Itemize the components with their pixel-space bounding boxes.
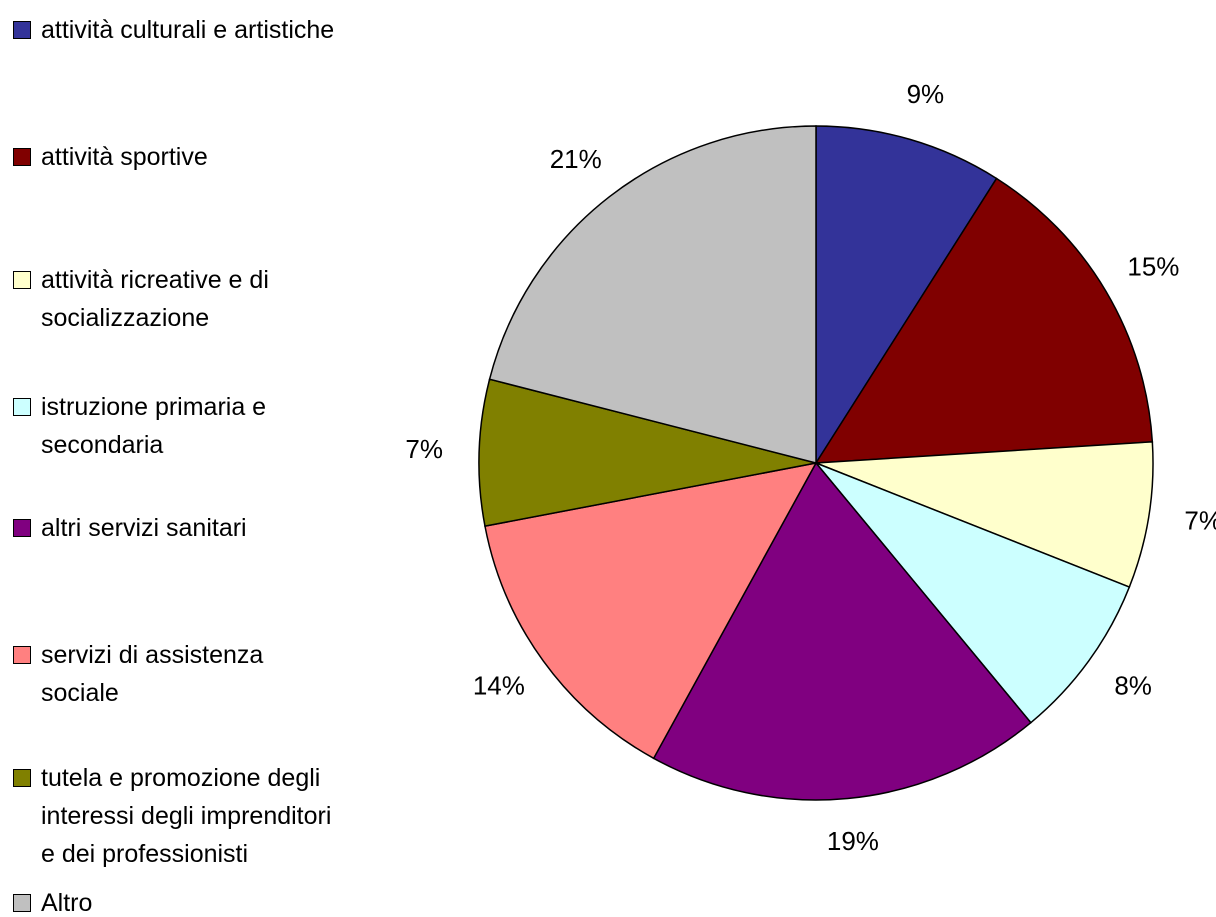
- data-label: 7%: [405, 434, 443, 464]
- legend-item: attività ricreative e di socializzazione: [13, 261, 341, 337]
- pie-slice: [815, 462, 1131, 724]
- legend-label: attività culturali e artistiche: [41, 16, 335, 44]
- pie-slice: [484, 461, 818, 760]
- legend-label: tutela e promozione degli interessi degl…: [41, 764, 332, 868]
- pie-slice: [652, 461, 1032, 801]
- legend-label: altri servizi sanitari: [41, 514, 247, 542]
- legend-swatch: [13, 519, 31, 537]
- data-label: 15%: [1127, 251, 1179, 281]
- pie-slice: [478, 378, 817, 528]
- legend-swatch: [13, 646, 31, 664]
- legend-item: altri servizi sanitari: [13, 509, 341, 547]
- legend-item: tutela e promozione degli interessi degl…: [13, 759, 341, 873]
- legend-swatch: [13, 769, 31, 787]
- legend-label: servizi di assistenza sociale: [41, 641, 264, 707]
- legend-swatch: [13, 398, 31, 416]
- pie-slice: [814, 177, 1154, 464]
- legend-swatch: [13, 21, 31, 39]
- legend-label: istruzione primaria e secondaria: [41, 393, 267, 459]
- legend-item: istruzione primaria e secondaria: [13, 388, 341, 464]
- pie-slice: [488, 125, 817, 464]
- legend-label: Altro: [41, 889, 93, 917]
- data-label: 8%: [1114, 670, 1152, 700]
- data-label: 7%: [1184, 506, 1216, 536]
- legend-label: attività ricreative e di socializzazione: [41, 266, 269, 332]
- data-label: 21%: [550, 144, 602, 174]
- legend-label: attività sportive: [41, 143, 208, 171]
- pie-slice: [815, 125, 998, 466]
- legend-item: Altro: [13, 884, 341, 917]
- legend-swatch: [13, 894, 31, 912]
- legend-swatch: [13, 271, 31, 289]
- data-label: 14%: [473, 670, 525, 700]
- legend-swatch: [13, 148, 31, 166]
- legend-item: attività culturali e artistiche: [13, 11, 334, 49]
- data-label: 19%: [827, 826, 879, 856]
- pie-slice: [815, 441, 1154, 589]
- legend-item: attività sportive: [13, 138, 341, 176]
- data-label: 9%: [907, 79, 945, 109]
- legend-item: servizi di assistenza sociale: [13, 636, 341, 712]
